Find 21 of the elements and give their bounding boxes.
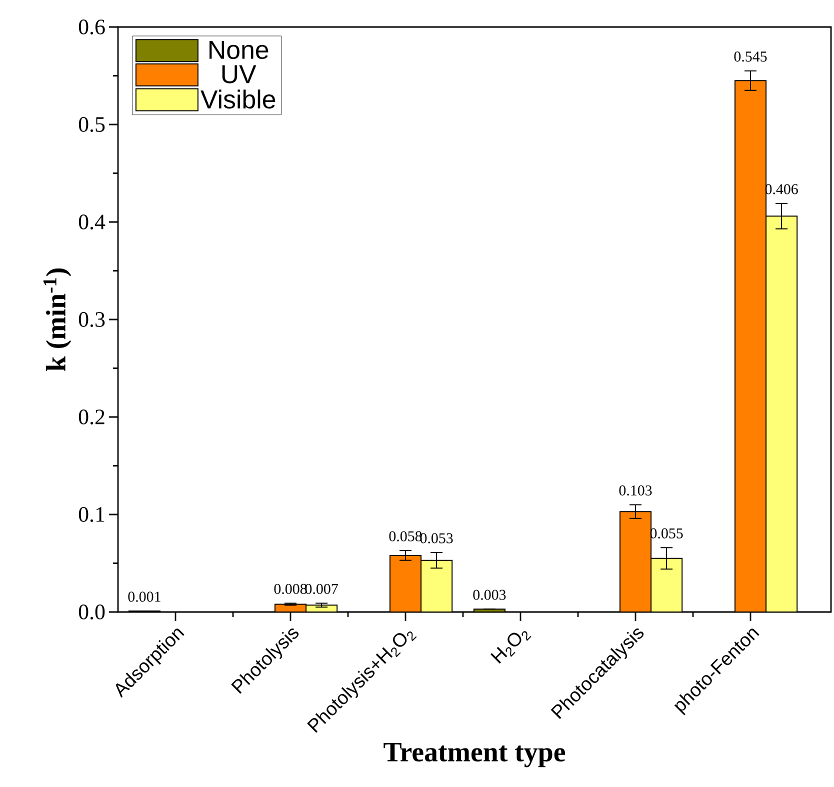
y-tick-label: 0.0 — [78, 604, 105, 620]
legend-label: UV — [222, 65, 256, 84]
data-label: 0.545 — [734, 52, 767, 62]
y-tick-label: 0.6 — [78, 20, 105, 34]
x-axis-title: Treatment type — [384, 742, 566, 768]
data-label: 0.003 — [473, 590, 506, 600]
y-tick-label: 0.5 — [78, 117, 105, 132]
data-label: 0.008 — [274, 584, 307, 594]
legend-label: None — [210, 40, 268, 60]
y-tick-label: 0.1 — [78, 507, 104, 522]
data-label: 0.053 — [420, 533, 453, 544]
y-axis-title: k (min$^{-1}$) — [43, 268, 72, 371]
legend-label: Visible — [200, 90, 276, 109]
y-tick-label: 0.4 — [78, 214, 106, 230]
data-label: 0.007 — [305, 584, 338, 594]
y-tick-label: 0.3 — [78, 312, 105, 327]
data-label: 0.103 — [619, 485, 652, 496]
data-label: 0.058 — [389, 531, 422, 542]
y-tick-label: 0.2 — [78, 410, 104, 424]
x-tick-label: H$_{2}$O$_{2}$ — [490, 631, 532, 664]
data-label: 0.001 — [128, 592, 160, 602]
